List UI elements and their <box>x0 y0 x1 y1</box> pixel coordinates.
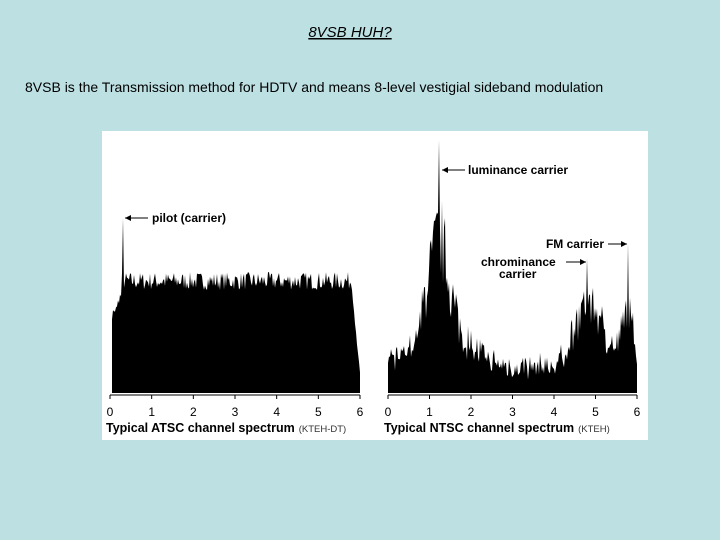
tick-label: 0 <box>385 405 392 419</box>
figure <box>102 131 648 440</box>
tick-label: 5 <box>315 405 322 419</box>
caption: Typical NTSC channel spectrum <box>384 421 574 435</box>
tick-label: 3 <box>509 405 516 419</box>
tick-label: 2 <box>468 405 475 419</box>
tick-label: 4 <box>273 405 280 419</box>
arrow-head <box>125 215 131 221</box>
slide-subtitle: 8VSB is the Transmission method for HDTV… <box>25 79 603 95</box>
tick-label: 2 <box>190 405 197 419</box>
tick-label: 1 <box>426 405 433 419</box>
tick-label: 4 <box>551 405 558 419</box>
tick-label: 5 <box>592 405 599 419</box>
tick-label: 0 <box>107 405 114 419</box>
source: (KTEH-DT) <box>299 424 347 435</box>
slide-title: 8VSB HUH? <box>308 24 392 41</box>
tick-label: 6 <box>634 405 641 419</box>
atsc-spectrum <box>112 218 360 393</box>
annotation: carrier <box>499 267 537 281</box>
caption: Typical ATSC channel spectrum <box>106 421 295 435</box>
tick-label: 6 <box>357 405 364 419</box>
annotation: pilot (carrier) <box>152 211 226 225</box>
annotation: luminance carrier <box>468 163 568 177</box>
arrow-head <box>621 241 627 247</box>
tick-label: 1 <box>148 405 155 419</box>
figure-content: 0 1 2 3 4 5 6 Typical ATSC channel spectrum (KTE… <box>106 140 641 435</box>
annotation: chrominance <box>481 255 556 269</box>
source: (KTEH) <box>578 424 610 435</box>
tick-label: 3 <box>232 405 239 419</box>
arrow-head <box>442 167 448 173</box>
ntsc-spectrum <box>388 140 637 393</box>
arrow-head <box>580 259 586 265</box>
annotation: FM carrier <box>546 237 604 251</box>
